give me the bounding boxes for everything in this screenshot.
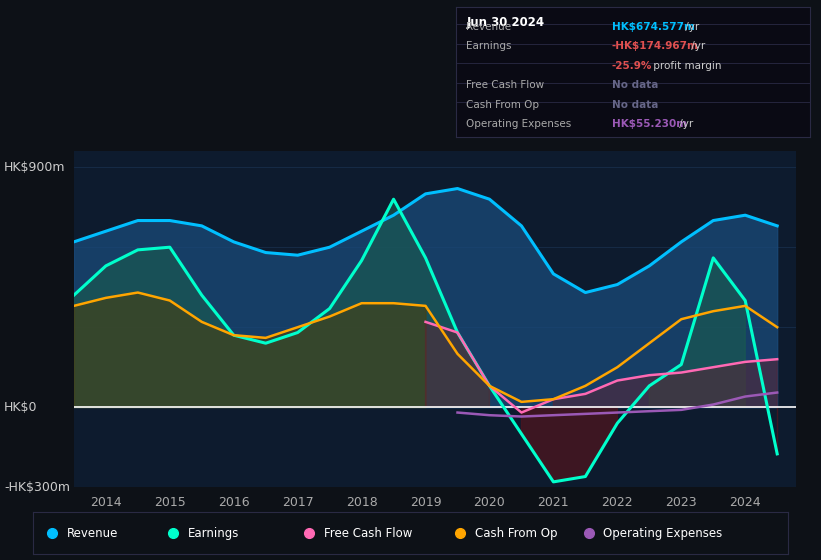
Text: No data: No data <box>612 100 658 110</box>
Text: Operating Expenses: Operating Expenses <box>603 527 722 540</box>
Text: -25.9%: -25.9% <box>612 60 652 71</box>
Text: /yr: /yr <box>676 119 693 129</box>
Text: Revenue: Revenue <box>67 527 118 540</box>
Text: HK$55.230m: HK$55.230m <box>612 119 687 129</box>
Text: Cash From Op: Cash From Op <box>475 527 557 540</box>
Text: /yr: /yr <box>688 41 705 51</box>
Text: Jun 30 2024: Jun 30 2024 <box>466 16 544 29</box>
Text: -HK$174.967m: -HK$174.967m <box>612 41 699 51</box>
Text: Operating Expenses: Operating Expenses <box>466 119 571 129</box>
Text: Earnings: Earnings <box>466 41 511 51</box>
Text: -HK$300m: -HK$300m <box>4 480 70 494</box>
Text: Revenue: Revenue <box>466 22 511 31</box>
Text: Free Cash Flow: Free Cash Flow <box>466 80 544 90</box>
Text: Earnings: Earnings <box>188 527 239 540</box>
Text: /yr: /yr <box>682 22 699 31</box>
Text: HK$900m: HK$900m <box>4 161 66 174</box>
Text: Cash From Op: Cash From Op <box>466 100 539 110</box>
Text: profit margin: profit margin <box>650 60 722 71</box>
Text: HK$674.577m: HK$674.577m <box>612 22 695 31</box>
Text: No data: No data <box>612 80 658 90</box>
Text: HK$0: HK$0 <box>4 401 38 414</box>
Text: Free Cash Flow: Free Cash Flow <box>323 527 412 540</box>
